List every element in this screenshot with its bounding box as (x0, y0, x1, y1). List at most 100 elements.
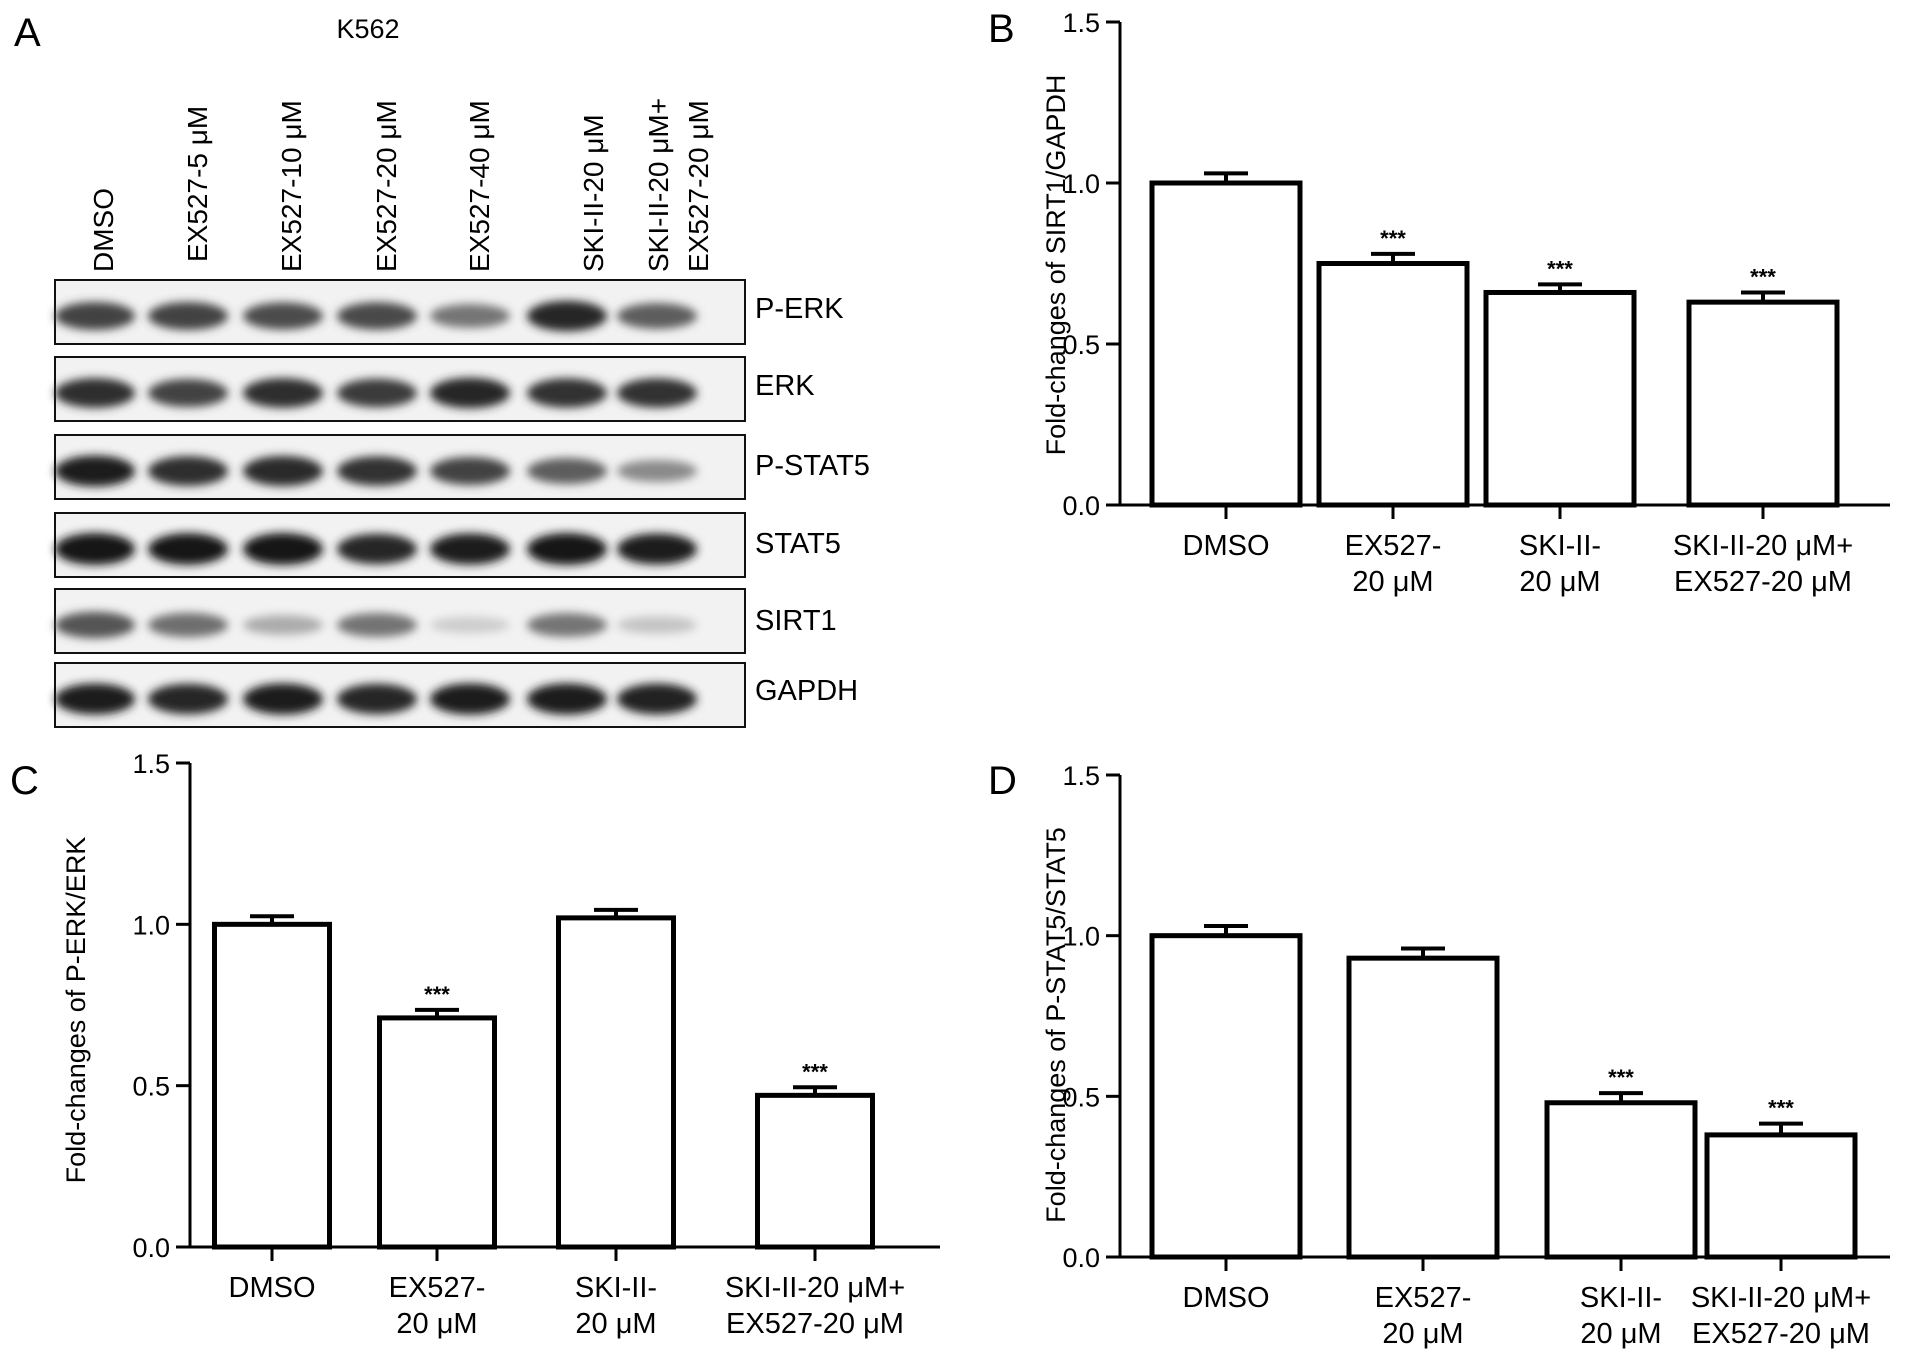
x-tick-label: DMSO (1183, 1282, 1270, 1314)
blot-band (617, 683, 697, 715)
blot-band (148, 533, 228, 565)
significance-label: *** (1547, 256, 1573, 281)
blot-band (148, 378, 228, 408)
western-blot-panel: A K562 DMSO EX527-5 μM EX527-10 μM EX527… (14, 11, 870, 728)
blot-band (148, 301, 228, 331)
y-tick-label: 1.5 (132, 749, 170, 779)
y-axis-label: Fold-changes of SIRT1/GAPDH (1041, 75, 1071, 456)
lane-label: DMSO (88, 188, 119, 272)
x-tick-label: EX527-20 μM (1692, 1318, 1870, 1350)
blot-band (337, 612, 417, 638)
significance-label: *** (1380, 226, 1406, 251)
blot-band (148, 456, 228, 486)
blot-band (430, 683, 510, 715)
blot-band (243, 378, 323, 408)
panel-label-a: A (14, 11, 41, 55)
bar (1149, 180, 1303, 508)
blot-band (337, 456, 417, 486)
cell-line-label: K562 (336, 14, 399, 44)
chart-c: C Fold-changes of P-ERK/ERK 0.0 0.5 1.0 1.5… (10, 749, 940, 1340)
protein-label: P-STAT5 (755, 450, 870, 482)
lane-label: SKI-II-20 μM+ (643, 98, 674, 272)
blot-band (430, 533, 510, 565)
blot-band (243, 683, 323, 715)
x-tick-label: EX527-20 μM (726, 1308, 904, 1340)
y-axis-label: Fold-changes of P-STAT5/STAT5 (1041, 827, 1071, 1223)
blot-band (527, 458, 607, 484)
blot-band (243, 455, 323, 487)
blot-band (617, 303, 697, 329)
blot-band (617, 616, 697, 634)
x-tick-label: SKI-II-20 μM+ (1673, 530, 1853, 562)
bar (1544, 1100, 1698, 1260)
y-tick-label: 0.0 (1062, 491, 1100, 521)
lane-label: EX527-20 μM (683, 100, 714, 272)
x-tick-label: EX527-20 μM (1674, 566, 1852, 598)
blot-band (55, 378, 135, 408)
bar (1316, 261, 1470, 508)
blot-band (430, 456, 510, 486)
bar (1483, 289, 1637, 508)
y-tick-label: 0.5 (132, 1072, 170, 1102)
blot-band (55, 611, 135, 639)
y-tick-label: 0.0 (132, 1233, 170, 1263)
x-tick-label: SKI-II-20 μM+ (1691, 1282, 1871, 1314)
lane-labels: DMSO EX527-5 μM EX527-10 μM EX527-20 μM … (88, 98, 714, 272)
blot-band (617, 378, 697, 408)
blot-band (243, 302, 323, 330)
blot-band (148, 612, 228, 638)
blot-band (55, 455, 135, 487)
x-tick-label: SKI-II-20 μM+ (725, 1272, 905, 1304)
chart-b: B Fold-changes of SIRT1/GAPDH 0.0 0.5 1.0 1… (988, 7, 1890, 598)
blot-band (243, 533, 323, 565)
y-tick-label: 0.0 (1062, 1243, 1100, 1273)
chart-d: D Fold-changes of P-STAT5/STAT5 0.0 0.5 1.… (988, 759, 1890, 1350)
blot-band (430, 616, 510, 634)
blot-band (430, 304, 510, 328)
x-tick-label: SKI-II- (575, 1272, 657, 1304)
lane-label: SKI-II-20 μM (578, 114, 609, 272)
protein-label: P-ERK (755, 293, 844, 325)
blot-band (527, 300, 607, 332)
y-axis-label: Fold-changes of P-ERK/ERK (61, 837, 91, 1184)
x-tick-label: EX527- (1375, 1282, 1472, 1314)
bar (1686, 299, 1840, 508)
blot-band (337, 533, 417, 565)
protein-labels: P-ERK ERK P-STAT5 STAT5 SIRT1 GAPDH (755, 293, 870, 707)
blot-band (527, 683, 607, 715)
blot-band (55, 301, 135, 331)
bar (1704, 1132, 1858, 1260)
x-tick-label: 20 μM (1519, 566, 1600, 598)
x-tick-label: SKI-II- (1519, 530, 1601, 562)
protein-label: SIRT1 (755, 605, 837, 637)
blot-band (527, 533, 607, 565)
significance-label: *** (1608, 1065, 1634, 1090)
protein-label: STAT5 (755, 528, 841, 560)
bar (755, 1092, 875, 1250)
significance-label: *** (424, 982, 450, 1007)
bar (377, 1015, 497, 1250)
y-tick-label: 1.0 (132, 910, 170, 940)
protein-label: GAPDH (755, 675, 858, 707)
x-tick-label: 20 μM (396, 1308, 477, 1340)
y-tick-label: 0.5 (1062, 330, 1100, 360)
blot-band (337, 378, 417, 408)
blot-band (55, 683, 135, 715)
x-tick-label: DMSO (229, 1272, 316, 1304)
blot-band (617, 459, 697, 483)
x-tick-label: 20 μM (575, 1308, 656, 1340)
bar (1346, 955, 1500, 1260)
panel-label-b: B (988, 7, 1015, 51)
lane-label: EX527-10 μM (276, 100, 307, 272)
lane-label: EX527-40 μM (464, 100, 495, 272)
x-tick-label: 20 μM (1580, 1318, 1661, 1350)
significance-label: *** (1750, 264, 1776, 289)
significance-label: *** (802, 1059, 828, 1084)
blot-strips (54, 279, 746, 728)
x-tick-label: EX527- (389, 1272, 486, 1304)
x-tick-label: 20 μM (1382, 1318, 1463, 1350)
bar (212, 921, 332, 1250)
blot-band (55, 533, 135, 565)
x-tick-label: 20 μM (1352, 566, 1433, 598)
blot-band (430, 377, 510, 409)
